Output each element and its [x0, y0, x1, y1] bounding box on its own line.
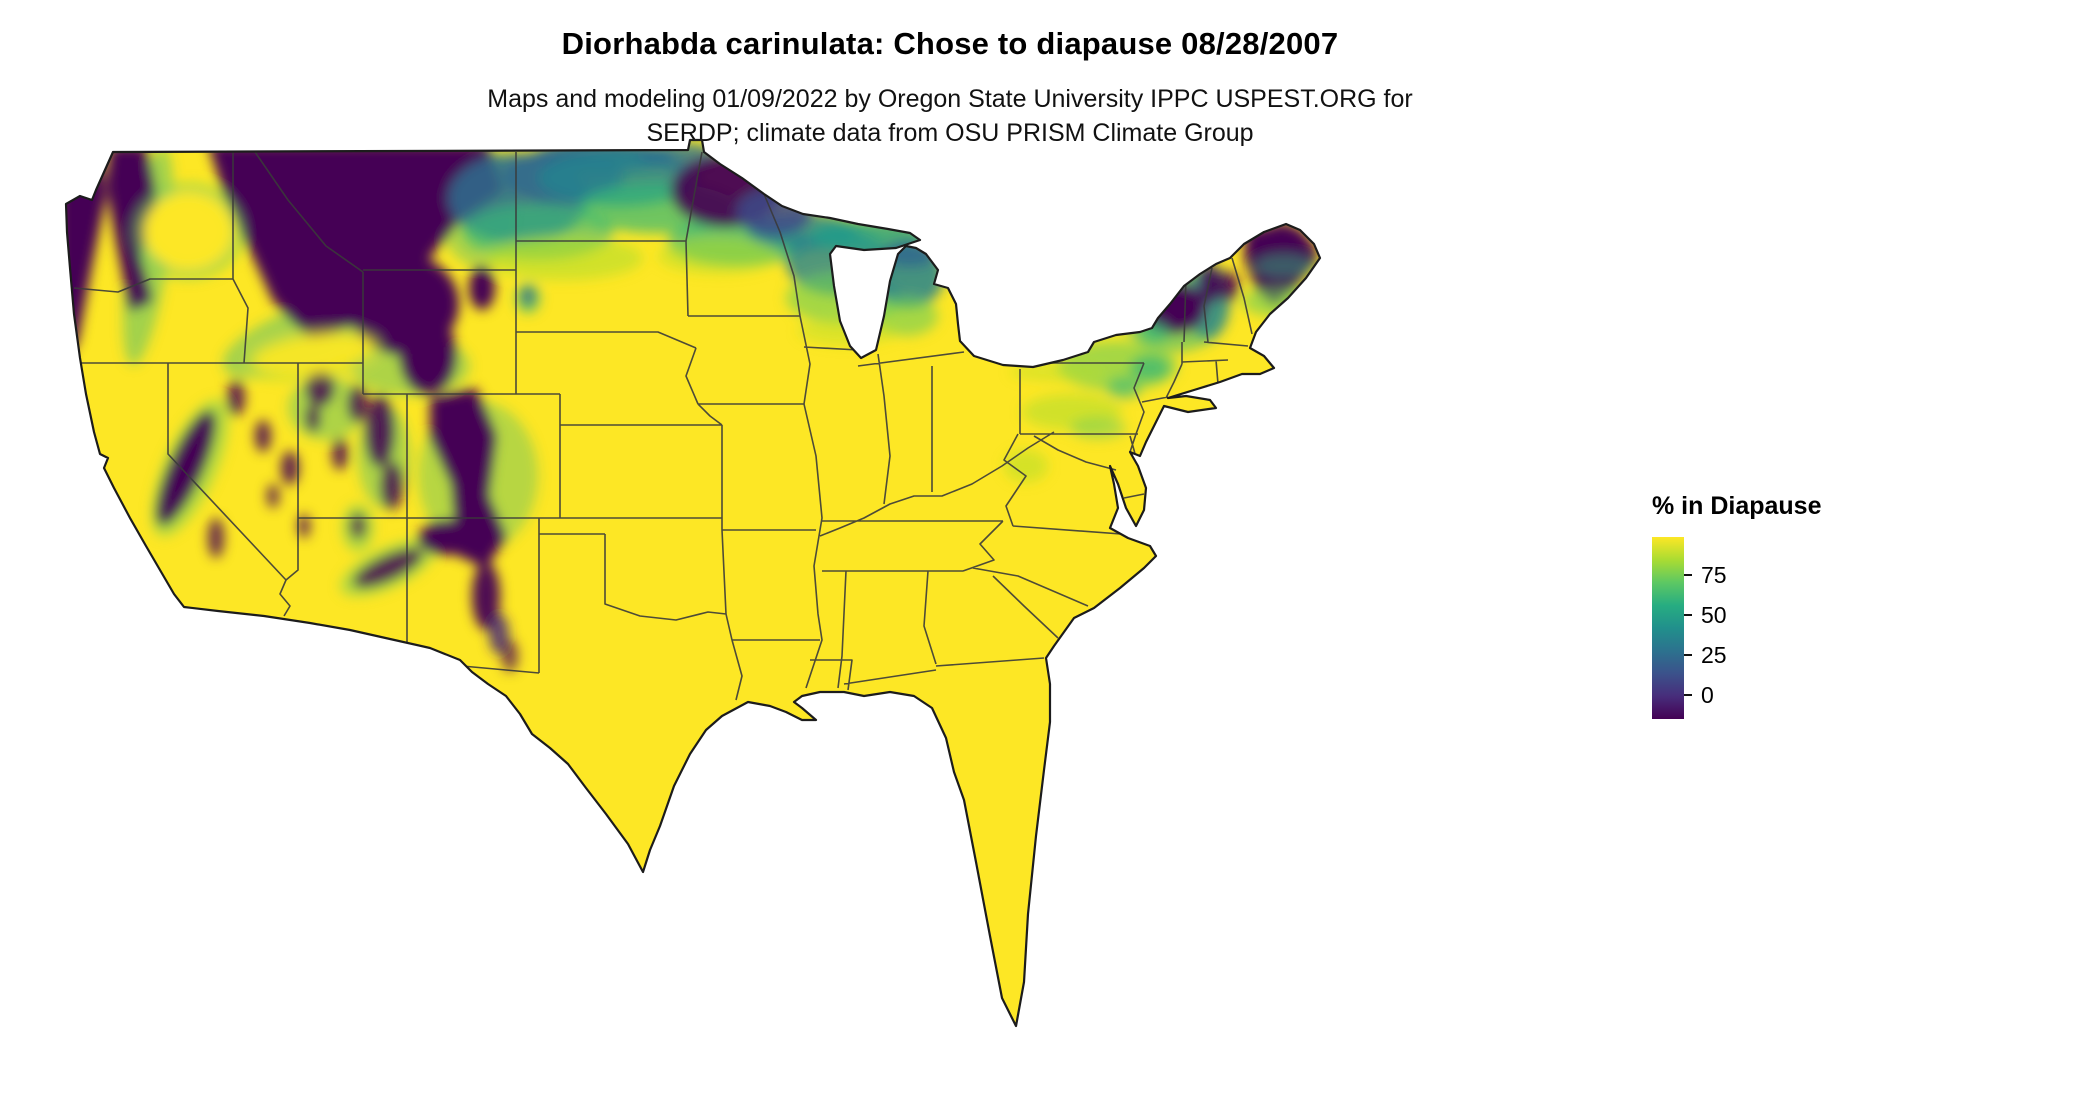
legend: % in Diapause 75 50 25 0 [1652, 492, 1952, 719]
header: Diorhabda carinulata: Chose to diapause … [0, 26, 1900, 150]
legend-colorbar: 75 50 25 0 [1652, 537, 1727, 719]
map-title: Diorhabda carinulata: Chose to diapause … [561, 26, 1339, 61]
diapause-raster [66, 140, 1320, 1026]
legend-gradient-bar [1652, 537, 1684, 719]
map-base-fill [66, 140, 1320, 1026]
legend-tick-label: 50 [1701, 601, 1727, 628]
national-outline [64, 138, 1322, 1028]
state-borders [73, 151, 1253, 701]
legend-tick-mark [1684, 574, 1692, 576]
map-subtitle-line-2: SERDP; climate data from OSU PRISM Clima… [646, 119, 1254, 147]
legend-tick-mark [1684, 654, 1692, 656]
legend-tick-mark [1684, 614, 1692, 616]
legend-tick-label: 75 [1701, 561, 1727, 588]
map-subtitle-line-1: Maps and modeling 01/09/2022 by Oregon S… [487, 85, 1413, 113]
legend-tick-label: 25 [1701, 641, 1727, 668]
legend-tick-label: 0 [1701, 681, 1714, 708]
map-subtitle: Maps and modeling 01/09/2022 by Oregon S… [0, 82, 1900, 150]
legend-tick-mark [1684, 694, 1692, 696]
legend-title: % in Diapause [1652, 492, 1822, 520]
us-map [64, 138, 1322, 1028]
